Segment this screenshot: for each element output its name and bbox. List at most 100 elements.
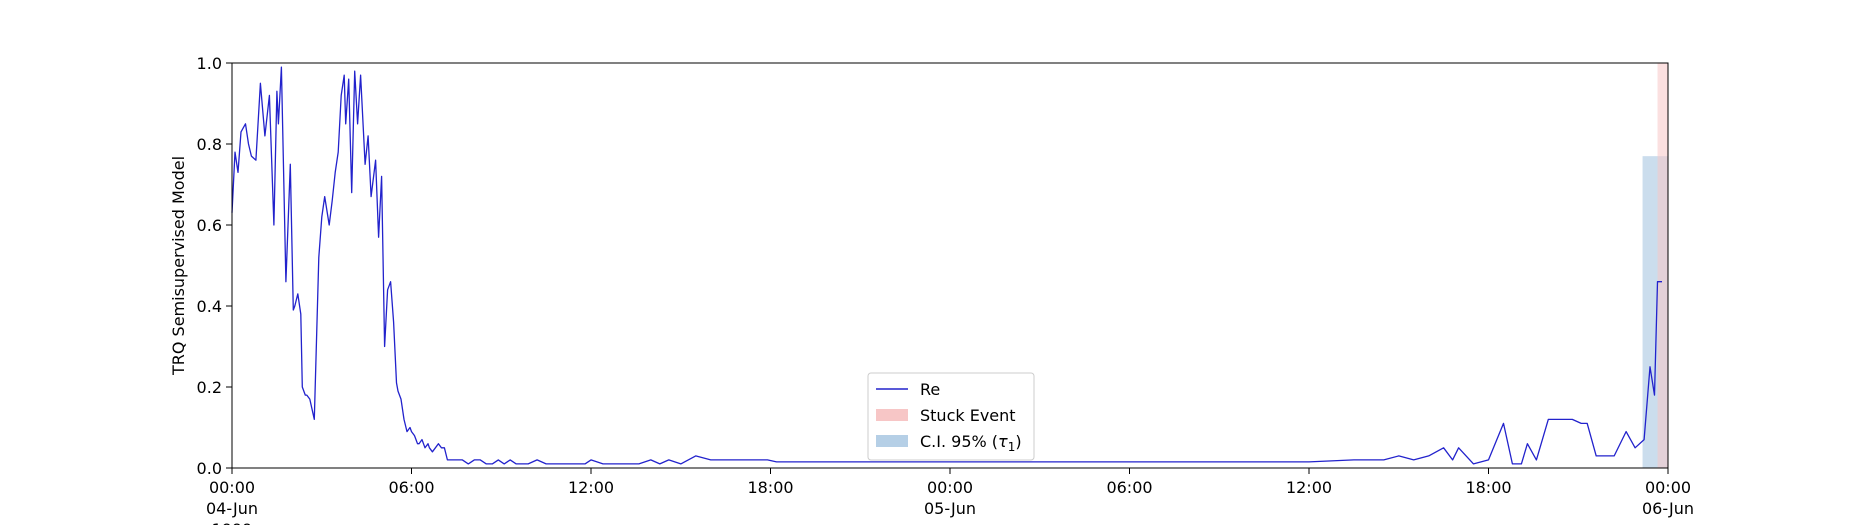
data-point xyxy=(432,451,433,452)
data-point xyxy=(1308,461,1309,462)
data-point xyxy=(767,459,768,460)
data-point xyxy=(269,95,270,96)
data-point xyxy=(360,75,361,76)
data-point xyxy=(830,461,831,462)
data-point xyxy=(248,143,249,144)
y-tick-label: 0.4 xyxy=(197,297,222,316)
legend-label: Stuck Event xyxy=(920,406,1016,425)
data-point xyxy=(444,447,445,448)
data-point xyxy=(234,152,235,153)
data-point xyxy=(368,135,369,136)
y-axis: 0.0 0.2 0.4 0.6 0.8 1.0 xyxy=(197,54,232,478)
data-point xyxy=(406,431,407,432)
data-point xyxy=(418,443,419,444)
data-point xyxy=(302,386,303,387)
data-point xyxy=(480,459,481,460)
data-point xyxy=(1383,459,1384,460)
data-point xyxy=(614,463,615,464)
data-point xyxy=(1548,419,1549,420)
series-line-re xyxy=(231,66,1662,465)
data-point xyxy=(1428,455,1429,456)
data-point xyxy=(306,395,307,396)
data-point xyxy=(447,459,448,460)
data-point xyxy=(1661,281,1662,282)
data-point xyxy=(365,164,366,165)
data-point xyxy=(486,463,487,464)
data-point xyxy=(1009,461,1010,462)
data-point xyxy=(1398,455,1399,456)
data-point xyxy=(378,237,379,238)
data-point xyxy=(590,459,591,460)
data-point xyxy=(1458,447,1459,448)
data-point xyxy=(1249,461,1250,462)
data-point xyxy=(920,461,921,462)
data-point xyxy=(498,459,499,460)
data-point xyxy=(281,67,282,68)
data-point xyxy=(650,459,651,460)
y-tick-label: 0.8 xyxy=(197,135,222,154)
data-point xyxy=(584,463,585,464)
data-point xyxy=(462,459,463,460)
legend-swatch-patch xyxy=(876,435,908,447)
data-point xyxy=(1069,461,1070,462)
data-point xyxy=(451,459,452,460)
data-point xyxy=(1129,461,1130,462)
data-point xyxy=(710,459,711,460)
data-point xyxy=(314,419,315,420)
data-point xyxy=(245,123,246,124)
data-point xyxy=(668,459,669,460)
data-point xyxy=(354,71,355,72)
data-point xyxy=(638,463,639,464)
data-point xyxy=(329,224,330,225)
data-point xyxy=(305,395,306,396)
data-point xyxy=(492,463,493,464)
data-point xyxy=(1452,459,1453,460)
data-point xyxy=(695,455,696,456)
data-point xyxy=(1644,439,1645,440)
data-point xyxy=(558,463,559,464)
data-point xyxy=(348,79,349,80)
data-point xyxy=(335,172,336,173)
data-point xyxy=(293,309,294,310)
data-point xyxy=(474,459,475,460)
data-point xyxy=(567,463,568,464)
data-point xyxy=(788,461,789,462)
data-point xyxy=(260,83,261,84)
data-point xyxy=(441,447,442,448)
data-point xyxy=(384,346,385,347)
data-point xyxy=(1536,459,1537,460)
data-point xyxy=(510,459,511,460)
data-point xyxy=(297,293,298,294)
data-point xyxy=(1596,455,1597,456)
data-point xyxy=(415,439,416,440)
data-point xyxy=(290,164,291,165)
data-point xyxy=(393,322,394,323)
x-tick-label: 06:00 xyxy=(1106,478,1152,497)
data-point xyxy=(255,160,256,161)
data-point xyxy=(294,305,295,306)
data-point xyxy=(427,443,428,444)
data-point xyxy=(1560,419,1561,420)
y-tick-label: 1.0 xyxy=(197,54,222,73)
data-point xyxy=(1527,443,1528,444)
data-point xyxy=(890,461,891,462)
data-point xyxy=(341,95,342,96)
data-point xyxy=(421,439,422,440)
data-point xyxy=(318,257,319,258)
data-point xyxy=(516,463,517,464)
data-point xyxy=(381,176,382,177)
data-point xyxy=(575,463,576,464)
data-point xyxy=(1664,0,1665,1)
data-point xyxy=(438,443,439,444)
data-point xyxy=(546,463,547,464)
legend-swatch-patch xyxy=(876,409,908,421)
data-point xyxy=(1473,463,1474,464)
data-point xyxy=(1654,395,1655,396)
data-point xyxy=(278,123,279,124)
data-point xyxy=(626,463,627,464)
data-point xyxy=(414,435,415,436)
data-point xyxy=(1605,455,1606,456)
data-point xyxy=(321,216,322,217)
